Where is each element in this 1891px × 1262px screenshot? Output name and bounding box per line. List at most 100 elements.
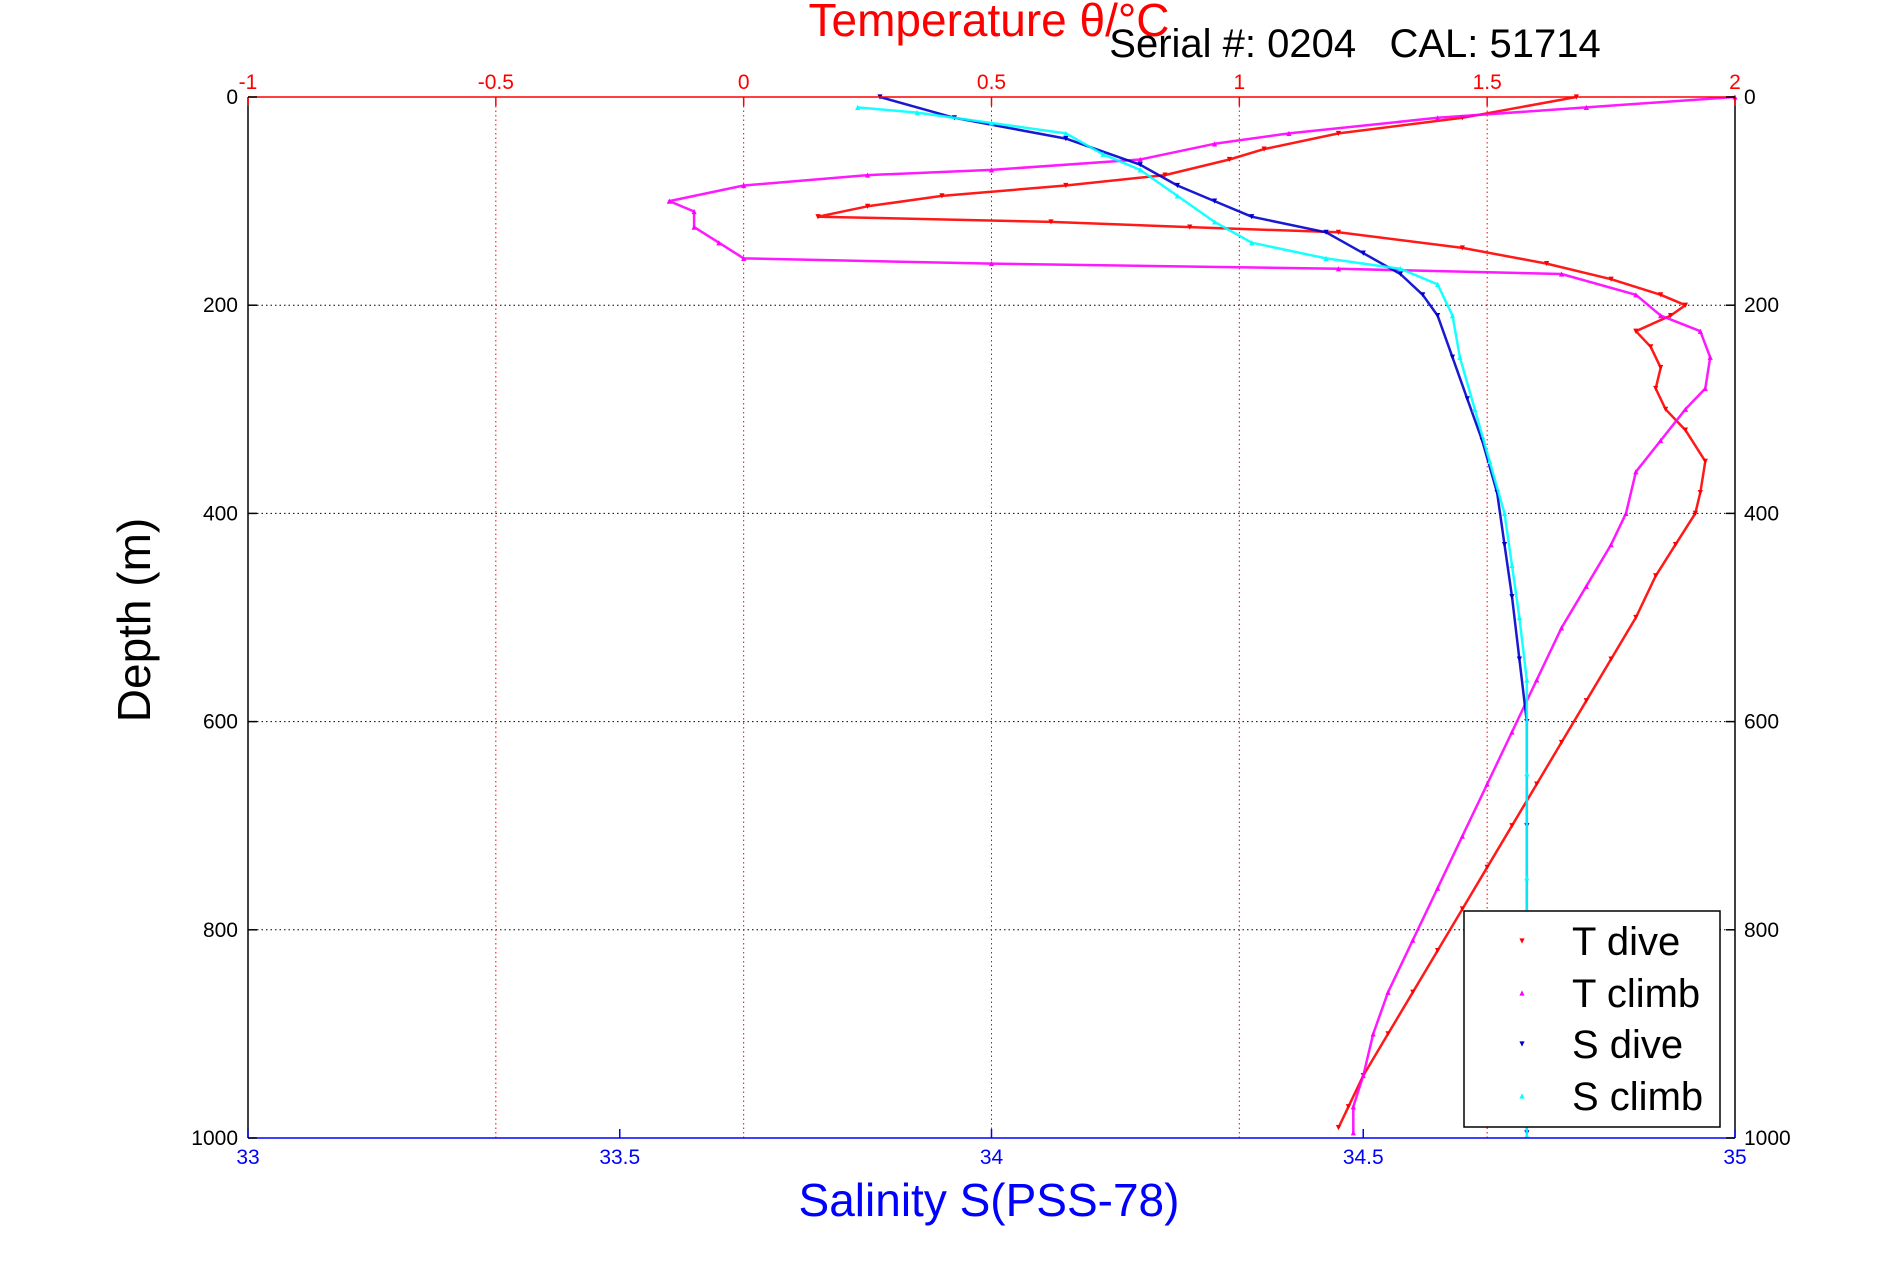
- data-point-t-climb: [1633, 292, 1639, 298]
- data-point-t-climb: [1137, 156, 1143, 163]
- serial-cal-label: Serial #: 0204 CAL: 51714: [1109, 22, 1600, 66]
- data-point-t-dive: [864, 203, 871, 209]
- data-point-t-dive: [1692, 510, 1698, 516]
- data-point-t-dive: [1484, 864, 1490, 870]
- axes: -1 -0.5 0 0.5 1 1.5 2 33 33.5 34 34.5 35 0 200 400 600 8…: [191, 71, 1790, 1169]
- data-point-t-climb: [716, 240, 722, 246]
- data-point-s-dive: [1211, 198, 1218, 204]
- data-point-t-dive: [1048, 219, 1054, 225]
- data-point-s-climb: [1524, 875, 1530, 881]
- data-point-s-climb: [1435, 281, 1441, 287]
- data-point-s-climb: [1524, 1133, 1530, 1139]
- data-point-s-climb: [914, 110, 920, 116]
- depth-tick-label-right: 0: [1744, 86, 1756, 109]
- data-point-t-climb: [691, 224, 697, 230]
- data-point-t-dive: [1459, 245, 1465, 251]
- data-point-t-dive: [1335, 1124, 1342, 1131]
- salinity-tick-label: 35: [1723, 1146, 1746, 1169]
- depth-tick-label-right: 1000: [1744, 1127, 1791, 1150]
- data-point-t-dive: [1658, 365, 1664, 371]
- depth-tick-label-left: 800: [203, 919, 238, 942]
- legend-label-t-dive: T dive: [1572, 920, 1680, 964]
- series-line-t-dive: [816, 95, 1707, 1129]
- data-point-s-dive: [1397, 271, 1404, 277]
- data-point-s-climb: [1137, 167, 1143, 173]
- temperature-tick-label: 1: [1233, 71, 1245, 94]
- data-point-t-climb: [1435, 115, 1441, 121]
- data-point-t-climb: [1707, 354, 1713, 360]
- data-point-s-climb: [1397, 266, 1404, 272]
- legend-label-s-climb: S climb: [1572, 1075, 1703, 1119]
- data-point-t-climb: [691, 208, 697, 215]
- data-point-t-dive: [1633, 328, 1639, 334]
- legend-marker-s-climb: [1519, 1093, 1525, 1099]
- series-t-climb: [666, 94, 1738, 1136]
- data-point-t-dive: [1658, 292, 1664, 298]
- data-point-s-climb: [1509, 562, 1515, 569]
- data-point-t-climb: [1702, 385, 1708, 392]
- legend-marker-t-dive: [1519, 938, 1525, 944]
- data-point-t-climb: [1583, 104, 1589, 111]
- data-point-t-dive: [1410, 989, 1416, 995]
- data-point-t-climb: [666, 198, 672, 204]
- data-point-s-climb: [1063, 130, 1069, 137]
- temperature-tick-label: -1: [239, 71, 258, 94]
- data-point-t-dive: [1608, 276, 1614, 282]
- data-point-t-dive: [1187, 224, 1193, 230]
- data-point-t-climb: [1583, 583, 1589, 589]
- legend-box: [1463, 910, 1721, 1128]
- data-point-t-climb: [1658, 437, 1664, 444]
- data-point-t-climb: [1697, 328, 1703, 334]
- data-point-t-climb: [1335, 266, 1342, 272]
- salinity-tick-label: 34.5: [1343, 1146, 1384, 1169]
- data-point-t-dive: [1435, 948, 1441, 954]
- data-point-s-dive: [1137, 162, 1143, 168]
- data-point-s-dive: [1249, 214, 1255, 220]
- data-point-t-climb: [1211, 141, 1218, 147]
- data-point-s-dive: [1449, 354, 1456, 360]
- data-point-t-dive: [1509, 823, 1515, 829]
- salinity-tick-label: 33: [236, 1146, 259, 1169]
- legend-label-s-dive: S dive: [1572, 1023, 1683, 1067]
- data-point-t-climb: [741, 255, 747, 261]
- data-point-t-climb: [864, 172, 871, 178]
- salinity-tick-label: 34: [980, 1146, 1004, 1169]
- temperature-tick-label: 1.5: [1473, 71, 1502, 94]
- depth-tick-label-left: 1000: [191, 1127, 238, 1150]
- data-point-t-climb: [988, 167, 995, 173]
- data-point-s-climb: [1524, 677, 1530, 683]
- data-point-t-dive: [1261, 146, 1267, 152]
- depth-tick-label-left: 200: [203, 294, 238, 317]
- data-point-t-climb: [1608, 542, 1614, 548]
- data-point-t-climb: [988, 260, 995, 267]
- data-point-s-climb: [1211, 219, 1218, 225]
- data-point-t-dive: [1653, 573, 1659, 579]
- series-line-t-climb: [668, 95, 1736, 1133]
- data-point-s-climb: [1249, 240, 1255, 246]
- data-point-t-climb: [1370, 1031, 1376, 1037]
- data-point-t-dive: [1226, 156, 1233, 163]
- data-point-t-dive: [1653, 385, 1659, 392]
- data-point-s-dive: [1174, 182, 1180, 189]
- data-point-s-climb: [1323, 255, 1329, 261]
- data-point-t-climb: [1633, 469, 1639, 475]
- data-point-t-climb: [1286, 130, 1292, 137]
- legend-marker-t-climb: [1519, 990, 1525, 996]
- data-point-s-climb: [988, 120, 995, 126]
- depth-tick-label-right: 600: [1744, 711, 1779, 734]
- data-point-t-dive: [1063, 182, 1069, 189]
- legend-label-t-climb: T climb: [1572, 972, 1700, 1016]
- temperature-tick-label: -0.5: [478, 71, 514, 94]
- data-point-s-climb: [1457, 354, 1463, 360]
- data-point-t-dive: [1633, 614, 1639, 621]
- data-point-s-dive: [1420, 292, 1426, 298]
- data-point-t-dive: [1583, 698, 1589, 704]
- salinity-axis-title: Salinity S(PSS-78): [799, 1174, 1180, 1226]
- data-point-t-dive: [1162, 172, 1168, 178]
- data-point-s-dive: [1360, 250, 1366, 256]
- data-point-s-dive: [1063, 136, 1069, 142]
- data-point-t-climb: [1509, 729, 1515, 735]
- data-point-t-dive: [1385, 1031, 1391, 1037]
- data-point-t-dive: [1702, 458, 1708, 464]
- depth-tick-label-right: 200: [1744, 294, 1779, 317]
